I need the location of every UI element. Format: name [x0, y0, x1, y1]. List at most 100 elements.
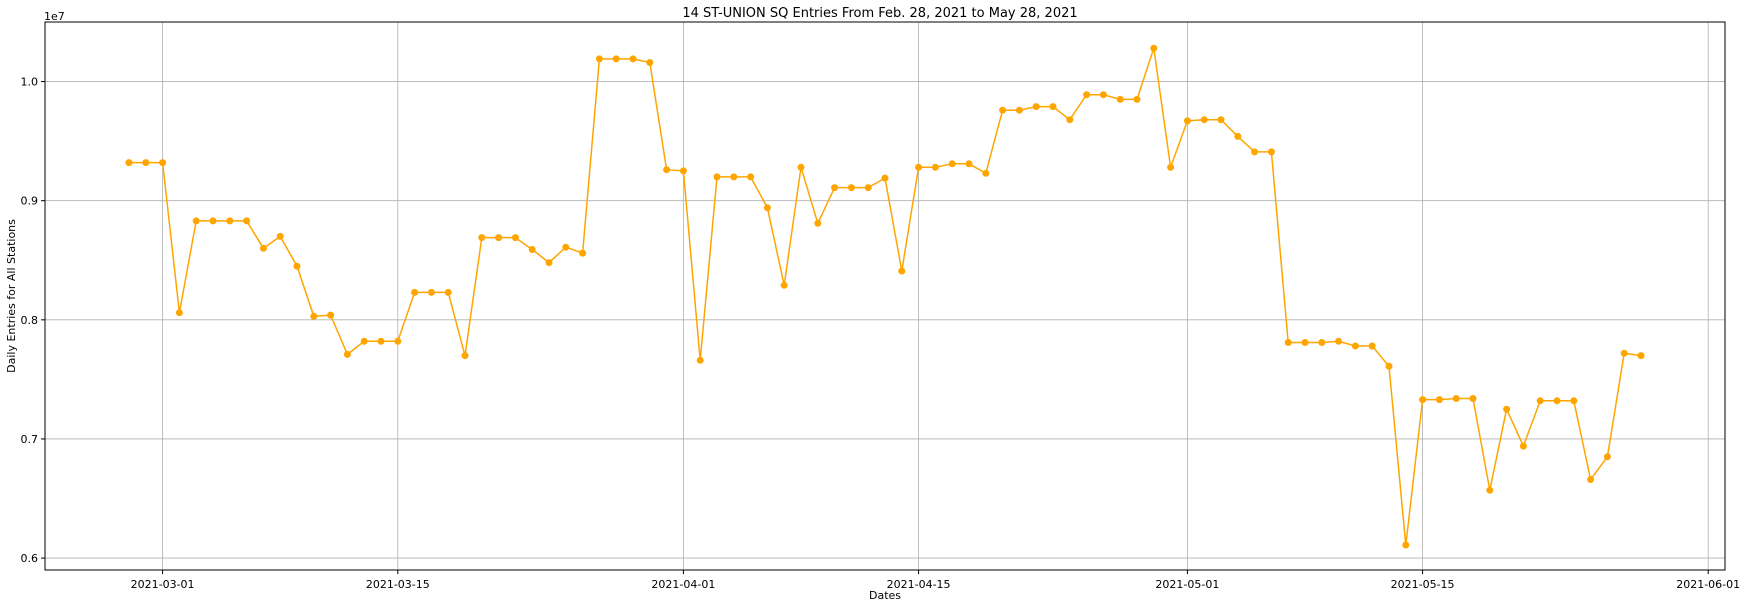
- chart-title: 14 ST-UNION SQ Entries From Feb. 28, 202…: [682, 6, 1077, 21]
- data-point: [1200, 116, 1208, 124]
- data-point: [1301, 339, 1309, 346]
- data-point: [915, 163, 923, 171]
- y-scale-label: 1e7: [44, 10, 65, 23]
- data-point: [1570, 397, 1578, 405]
- y-axis: 0.6 0.7 0.8 0.9 1.0: [21, 76, 45, 565]
- data-point: [394, 337, 402, 345]
- data-point: [310, 312, 318, 320]
- data-point: [1217, 116, 1225, 124]
- data-point: [1251, 148, 1259, 156]
- data-point: [780, 281, 788, 289]
- data-point: [1620, 349, 1628, 357]
- data-point: [192, 217, 200, 225]
- data-point: [763, 204, 771, 212]
- data-point: [595, 55, 603, 63]
- data-point: [747, 173, 755, 181]
- data-point: [1385, 362, 1393, 370]
- x-tick-label: 2021-04-15: [887, 578, 951, 591]
- data-point: [1066, 116, 1074, 124]
- data-point: [377, 337, 385, 345]
- data-point: [444, 288, 452, 296]
- data-point: [293, 262, 301, 270]
- data-point: [1637, 352, 1645, 360]
- data-point: [1284, 339, 1292, 346]
- data-point: [495, 234, 503, 242]
- data-point: [948, 160, 956, 168]
- data-point: [965, 160, 973, 168]
- y-tick-label: 0.7: [21, 433, 39, 446]
- data-point: [511, 234, 519, 242]
- data-point: [1587, 476, 1595, 483]
- plot-frame: [44, 21, 1726, 571]
- data-point: [1133, 95, 1141, 103]
- series-layer: [125, 44, 1645, 549]
- data-point: [1167, 163, 1175, 171]
- x-axis: 2021-03-01 2021-03-15 2021-04-01 2021-04-15…: [131, 570, 1740, 591]
- data-point: [243, 217, 251, 225]
- data-point: [1150, 44, 1158, 52]
- data-point: [1015, 106, 1023, 114]
- data-point: [1351, 342, 1359, 350]
- data-point: [1503, 405, 1511, 413]
- data-point: [360, 337, 368, 345]
- data-point: [629, 55, 637, 63]
- data-point: [881, 174, 889, 182]
- data-point: [646, 59, 654, 66]
- x-tick-label: 2021-03-01: [131, 578, 195, 591]
- data-point: [1116, 95, 1124, 103]
- data-point: [1032, 103, 1040, 111]
- y-tick-label: 0.8: [21, 314, 39, 327]
- data-point: [797, 163, 805, 171]
- data-point: [343, 350, 351, 358]
- data-point: [579, 249, 587, 257]
- data-point: [1267, 148, 1275, 156]
- data-point: [1099, 91, 1107, 99]
- data-point: [276, 232, 284, 240]
- x-tick-label: 2021-05-15: [1391, 578, 1455, 591]
- y-tick-label: 0.9: [21, 195, 39, 208]
- x-axis-label: Dates: [869, 589, 901, 602]
- data-point: [159, 159, 167, 167]
- data-point: [864, 184, 872, 192]
- data-point: [1183, 117, 1191, 125]
- data-point: [259, 244, 267, 252]
- data-point: [730, 173, 738, 181]
- data-point: [1536, 397, 1544, 405]
- data-point: [545, 259, 553, 267]
- x-tick-label: 2021-04-01: [651, 578, 715, 591]
- data-point: [1603, 453, 1611, 461]
- data-point: [1486, 486, 1494, 494]
- data-point: [931, 163, 939, 171]
- data-point: [814, 219, 822, 227]
- data-point: [226, 217, 234, 225]
- data-point: [1335, 337, 1343, 345]
- data-point: [1419, 396, 1427, 404]
- data-point: [847, 184, 855, 192]
- x-tick-label: 2021-03-15: [366, 578, 430, 591]
- data-point: [696, 356, 704, 364]
- data-point: [831, 184, 839, 192]
- data-point: [209, 217, 217, 225]
- y-tick-label: 0.6: [21, 552, 39, 565]
- series-line: [129, 47, 1642, 546]
- data-point: [1553, 397, 1561, 405]
- data-point: [461, 352, 469, 360]
- data-point: [1049, 103, 1057, 111]
- data-point: [175, 309, 183, 317]
- data-point: [679, 167, 687, 175]
- data-point: [1318, 339, 1326, 346]
- data-point: [1368, 342, 1376, 350]
- data-point: [898, 267, 906, 275]
- data-point: [327, 311, 335, 319]
- data-point: [528, 246, 536, 253]
- data-point: [1402, 541, 1410, 549]
- data-point: [663, 166, 671, 174]
- data-point: [1519, 442, 1527, 450]
- data-point: [999, 106, 1007, 114]
- data-point: [1083, 91, 1091, 99]
- data-point: [1234, 132, 1242, 140]
- data-point: [982, 169, 990, 177]
- x-tick-label: 2021-06-01: [1676, 578, 1740, 591]
- y-axis-label: Daily Entries for All Stations: [5, 219, 18, 373]
